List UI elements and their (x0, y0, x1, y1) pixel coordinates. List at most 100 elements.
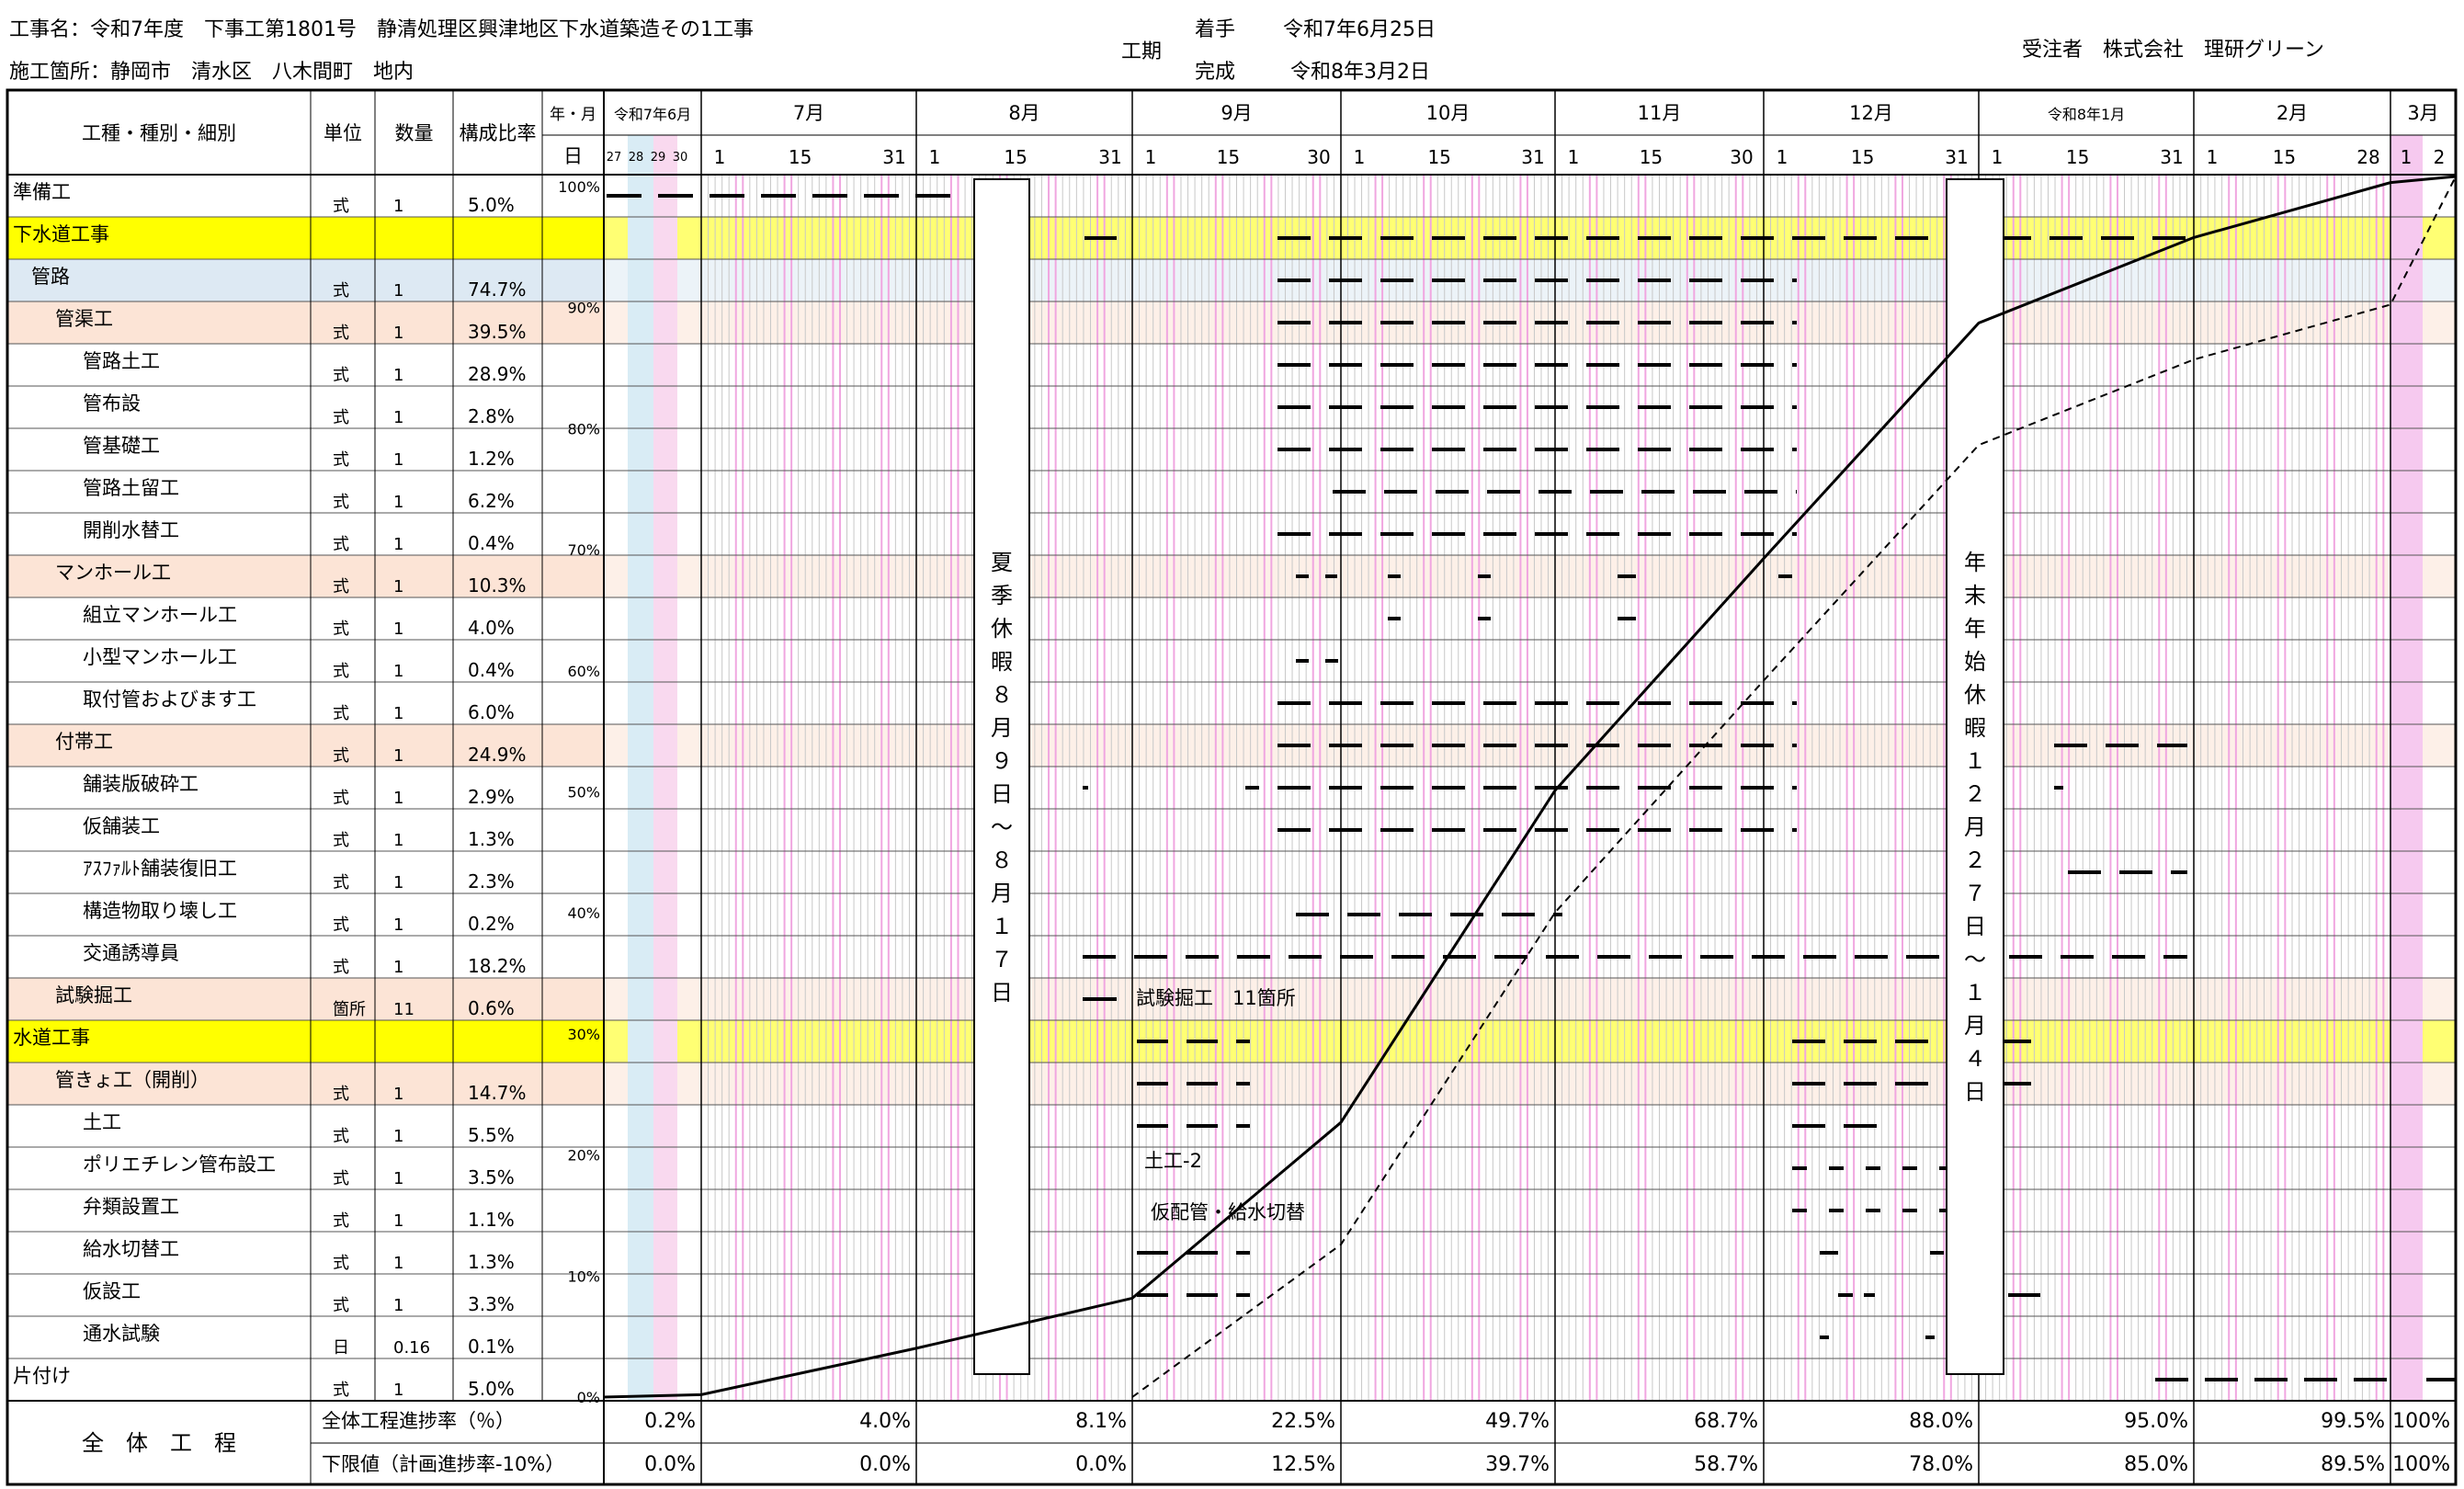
row-ratio: 10.3% (468, 574, 527, 597)
row-qty: 1 (393, 619, 403, 639)
day-tick: 15 (1217, 146, 1240, 168)
progress-value: 4.0% (859, 1410, 911, 1433)
row-qty: 1 (393, 873, 403, 892)
row-item-name: 組立マンホール工 (83, 604, 237, 626)
day-tick: 1 (2401, 146, 2413, 168)
pct-axis-label: 80% (567, 420, 600, 438)
summer-holiday-char: １ (991, 914, 1013, 939)
row-unit: 式 (333, 619, 349, 639)
row-bg-grid (604, 555, 2456, 597)
winter-holiday-char: 休 (1964, 682, 1986, 708)
winter-holiday-box (1946, 178, 2004, 1375)
progress-value: 88.0% (1909, 1410, 1973, 1433)
note-temp-pipe: 仮配管・給水切替 (1151, 1201, 1305, 1223)
row-qty: 1 (393, 1254, 403, 1273)
summer-holiday-char: ９ (991, 748, 1013, 774)
summer-holiday-char: 暇 (991, 649, 1013, 675)
day-tick: 15 (1640, 146, 1663, 168)
row-unit: 式 (333, 915, 349, 935)
winter-holiday-char: 月 (1964, 814, 1986, 840)
row-bg (7, 428, 604, 471)
day-tick: 15 (2066, 146, 2089, 168)
summer-holiday-char: ７ (991, 947, 1013, 972)
day-tick: 31 (1098, 146, 1121, 168)
winter-holiday-char: 日 (1964, 914, 1986, 939)
row-bg (7, 175, 604, 217)
progress-value: 0.2% (644, 1410, 696, 1433)
row-item-name: 開削水替工 (83, 519, 179, 541)
day-tick: 2 (2434, 146, 2446, 168)
row-ratio: 1.3% (468, 1251, 515, 1273)
row-ratio: 74.7% (468, 278, 527, 301)
winter-holiday-char: ７ (1964, 881, 1986, 906)
day-tick: 1 (1568, 146, 1580, 168)
row-bg (7, 1105, 604, 1147)
row-unit: 式 (333, 831, 349, 850)
row-qty: 1 (393, 662, 403, 681)
day-tick: 1 (1992, 146, 2004, 168)
work-location: 施工箇所：静岡市 清水区 八木間町 地内 (9, 61, 414, 84)
row-ratio: 18.2% (468, 955, 527, 977)
winter-holiday-char: 始 (1964, 649, 1986, 675)
row-bg (7, 597, 604, 640)
row-item-name: 試験掘工 (55, 984, 132, 1006)
row-ratio: 14.7% (468, 1082, 527, 1104)
row-ratio: 6.2% (468, 490, 515, 512)
winter-holiday-char: ２ (1964, 847, 1986, 873)
pct-axis-label: 70% (567, 541, 600, 559)
lower-limit-curve (1131, 176, 2457, 1398)
lower-value: 78.0% (1909, 1453, 1973, 1476)
summer-holiday-char: 夏 (991, 550, 1013, 575)
summary-label: 全 体 工 程 (82, 1430, 236, 1456)
row-unit: 式 (333, 704, 349, 723)
summer-holiday-char: 日 (991, 980, 1013, 1006)
winter-holiday-char: 月 (1964, 1013, 1986, 1039)
end-date: 令和8年3月2日 (1290, 61, 1430, 84)
row-unit: 式 (333, 281, 349, 301)
winter-holiday-char: 年 (1964, 550, 1986, 575)
day-tick: 30 (1730, 146, 1753, 168)
row-qty: 1 (393, 1296, 403, 1315)
row-unit: 式 (333, 746, 349, 766)
winter-holiday-char: ４ (1964, 1046, 1986, 1072)
winter-holiday-char: 末 (1964, 583, 1986, 608)
col-ratio-header: 構成比率 (460, 122, 537, 144)
row-item-name: 下水道工事 (13, 223, 109, 245)
row-ratio: 0.4% (468, 659, 515, 681)
row-ratio: 24.9% (468, 744, 527, 766)
row-item-name: 管基礎工 (83, 435, 160, 457)
row-bg (7, 767, 604, 809)
row-bg (7, 1316, 604, 1358)
contractor: 受注者 株式会社 理研グリーン (2022, 39, 2324, 62)
row-qty: 1 (393, 324, 403, 343)
progress-value: 99.5% (2321, 1410, 2385, 1433)
day-tick: 15 (1004, 146, 1027, 168)
row-bg-grid (604, 259, 2456, 301)
row-bg-grid (604, 1020, 2456, 1063)
day-tick: 15 (789, 146, 812, 168)
row-bg (7, 386, 604, 428)
row-qty: 1 (393, 408, 403, 427)
summer-holiday-char: 季 (991, 583, 1013, 608)
row-qty: 1 (393, 450, 403, 470)
row-qty: 1 (393, 1381, 403, 1400)
pct-axis-label: 20% (567, 1147, 600, 1165)
month-label: 7月 (793, 102, 824, 124)
row-bg (7, 893, 604, 936)
row-ratio: 2.8% (468, 405, 515, 427)
winter-holiday-char: 〜 (1964, 947, 1986, 972)
row-unit: 式 (333, 1296, 349, 1315)
progress-value: 68.7% (1694, 1410, 1758, 1433)
row-item-name: 構造物取り壊し工 (83, 900, 237, 922)
day-shade (2390, 135, 2423, 1401)
period-label: 工期 (1121, 40, 1163, 63)
row-ratio: 0.1% (468, 1336, 515, 1358)
row-ratio: 2.9% (468, 786, 515, 808)
pct-axis-label: 90% (567, 300, 600, 317)
lower-value: 0.0% (644, 1453, 696, 1476)
row-item-name: 交通誘導員 (83, 942, 179, 964)
day-tick: 28 (2356, 146, 2379, 168)
day-tick: 15 (1851, 146, 1874, 168)
row-qty: 1 (393, 535, 403, 554)
